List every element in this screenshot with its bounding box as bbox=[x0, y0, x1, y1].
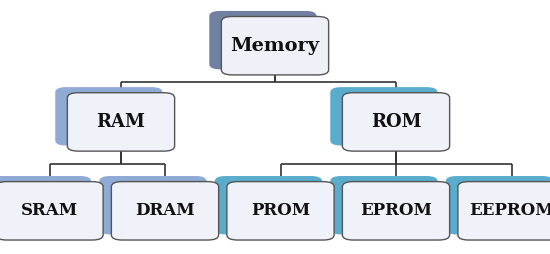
FancyBboxPatch shape bbox=[99, 176, 207, 234]
FancyBboxPatch shape bbox=[330, 176, 437, 234]
FancyBboxPatch shape bbox=[214, 176, 322, 234]
FancyBboxPatch shape bbox=[221, 17, 328, 75]
FancyBboxPatch shape bbox=[342, 93, 449, 151]
FancyBboxPatch shape bbox=[209, 11, 316, 69]
Text: RAM: RAM bbox=[96, 113, 146, 131]
FancyBboxPatch shape bbox=[56, 87, 163, 146]
Text: PROM: PROM bbox=[251, 202, 310, 219]
FancyBboxPatch shape bbox=[446, 176, 550, 234]
Text: EPROM: EPROM bbox=[360, 202, 432, 219]
FancyBboxPatch shape bbox=[227, 182, 334, 240]
Text: EEPROM: EEPROM bbox=[469, 202, 550, 219]
FancyBboxPatch shape bbox=[330, 87, 437, 146]
FancyBboxPatch shape bbox=[67, 93, 175, 151]
FancyBboxPatch shape bbox=[111, 182, 218, 240]
FancyBboxPatch shape bbox=[0, 182, 103, 240]
Text: SRAM: SRAM bbox=[21, 202, 78, 219]
FancyBboxPatch shape bbox=[458, 182, 550, 240]
Text: ROM: ROM bbox=[371, 113, 421, 131]
Text: DRAM: DRAM bbox=[135, 202, 195, 219]
FancyBboxPatch shape bbox=[0, 176, 91, 234]
FancyBboxPatch shape bbox=[342, 182, 449, 240]
Text: Memory: Memory bbox=[230, 37, 320, 55]
